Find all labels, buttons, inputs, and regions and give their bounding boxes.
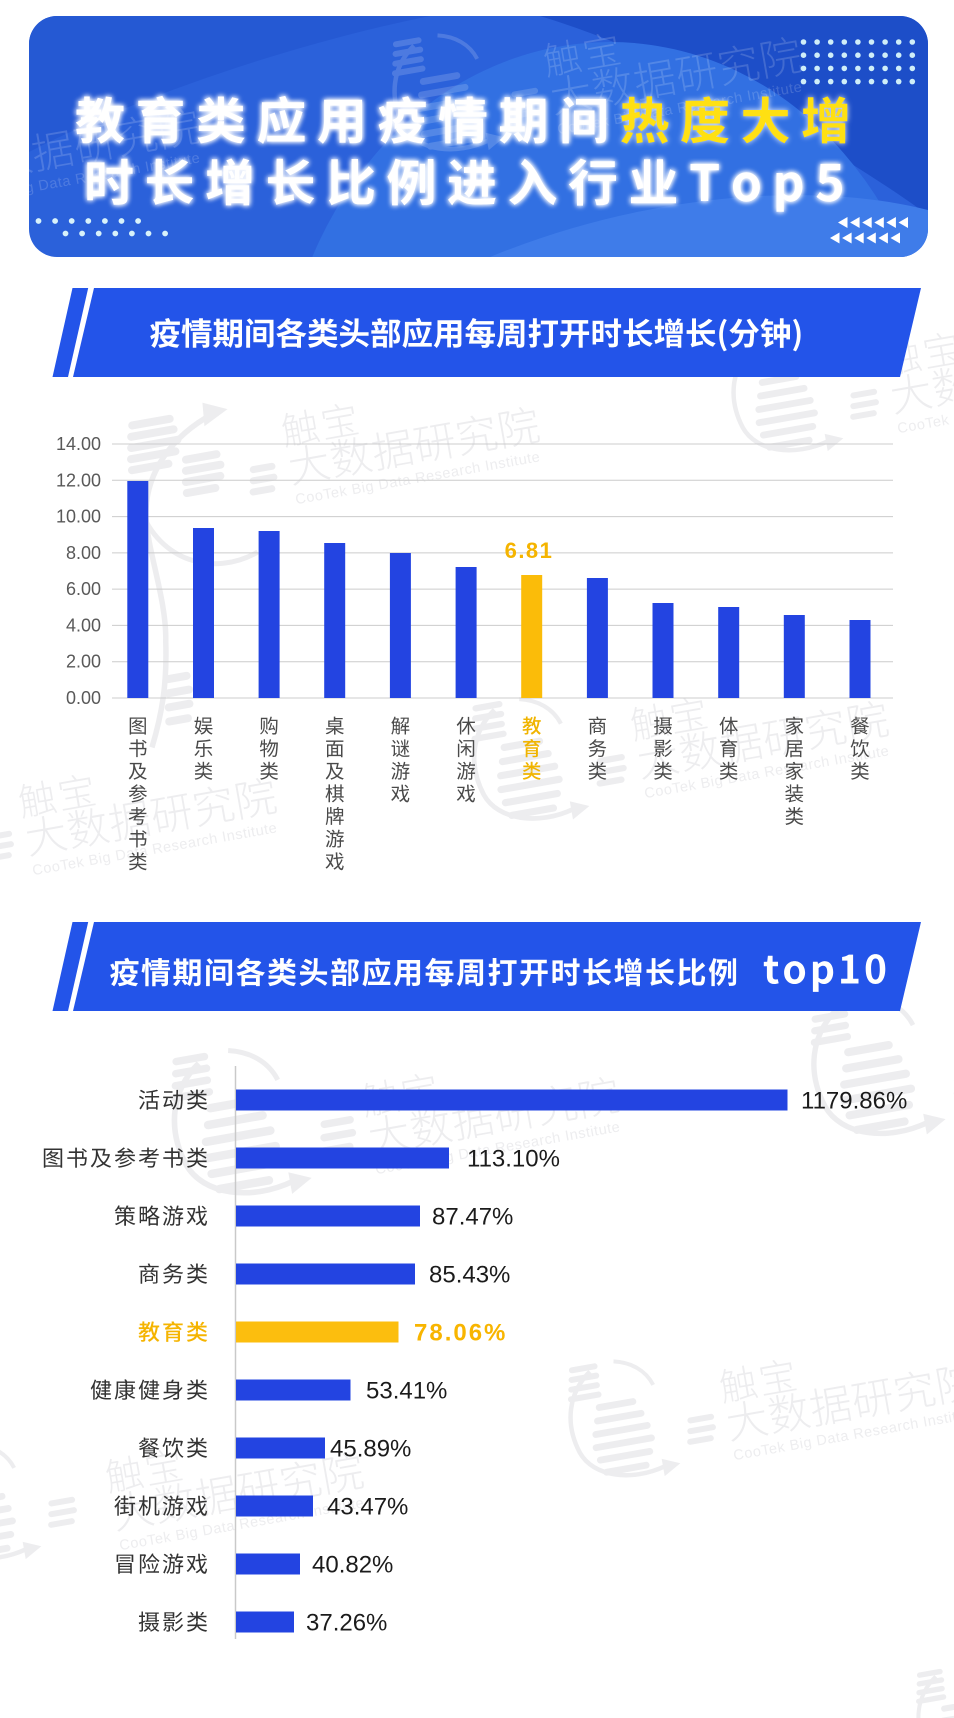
svg-text:0.00: 0.00 [66,688,101,708]
svg-text:45.89%: 45.89% [330,1436,411,1463]
svg-text:10.00: 10.00 [56,507,101,527]
svg-text:40.82%: 40.82% [312,1552,393,1579]
svg-text:8.00: 8.00 [66,543,101,563]
svg-text:113.10%: 113.10% [467,1146,560,1173]
svg-text:4.00: 4.00 [66,615,101,635]
svg-text:1179.86%: 1179.86% [801,1088,907,1115]
svg-text:37.26%: 37.26% [306,1610,387,1637]
svg-text:14.00: 14.00 [56,434,101,454]
svg-text:12.00: 12.00 [56,470,101,490]
svg-text:6.81: 6.81 [505,538,554,563]
svg-text:6.00: 6.00 [66,579,101,599]
svg-text:53.41%: 53.41% [366,1378,447,1405]
svg-text:87.47%: 87.47% [432,1204,513,1231]
svg-text:85.43%: 85.43% [429,1262,510,1289]
svg-text:78.06%: 78.06% [414,1320,507,1347]
svg-text:43.47%: 43.47% [327,1494,408,1521]
svg-text:2.00: 2.00 [66,652,101,672]
